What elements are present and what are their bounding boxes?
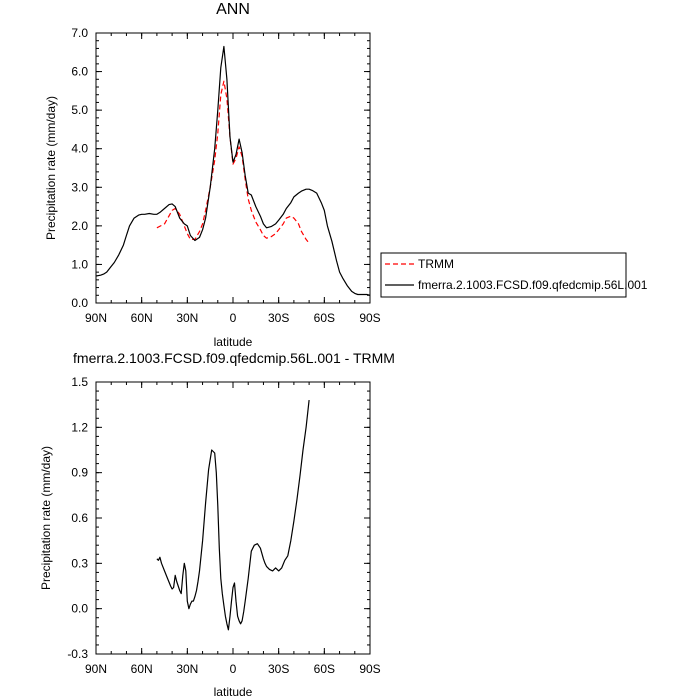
series-layer	[95, 45, 371, 296]
y-tick-label: 1.0	[71, 257, 88, 271]
legend-label-trmm: TRMM	[418, 257, 454, 271]
y-tick-label: 5.0	[71, 103, 88, 117]
series-layer	[156, 400, 310, 631]
x-tick-label: 30N	[176, 662, 198, 676]
x-axis: 90N 60N 30N 0 30S 60S 90S	[85, 33, 381, 325]
plot-frame	[95, 381, 371, 655]
y-axis-label: Precipitation rate (mm/day)	[39, 446, 53, 590]
y-tick-label: 0.0	[71, 296, 88, 310]
x-tick-label: 60S	[314, 662, 335, 676]
y-axis: 0.0 1.0 2.0 3.0 4.0 5.0 6.0 7.0	[71, 26, 370, 310]
x-tick-label: 90N	[85, 311, 107, 325]
series-line-0	[156, 400, 310, 631]
x-tick-label: 30S	[268, 662, 289, 676]
x-tick-label: 30N	[176, 311, 198, 325]
legend-label-model: fmerra.2.1003.FCSD.f09.qfedcmip.56L.001	[418, 278, 648, 292]
x-tick-label: 90S	[359, 311, 380, 325]
panel-difference: fmerra.2.1003.FCSD.f09.qfedcmip.56L.001 …	[39, 350, 395, 699]
y-tick-label: 4.0	[71, 142, 88, 156]
y-tick-label: -0.3	[67, 647, 88, 661]
y-tick-label: 0.3	[71, 556, 88, 570]
x-tick-label: 90S	[359, 662, 380, 676]
y-tick-label: 2.0	[71, 219, 88, 233]
plot-frame	[95, 32, 371, 304]
x-axis-label: latitude	[214, 685, 253, 699]
x-tick-label: 60N	[131, 311, 153, 325]
chart-title: ANN	[216, 1, 250, 18]
x-tick-label: 30S	[268, 311, 289, 325]
x-tick-label: 0	[230, 662, 237, 676]
y-tick-label: 0.9	[71, 466, 88, 480]
x-tick-label: 0	[230, 311, 237, 325]
y-tick-label: 0.0	[71, 602, 88, 616]
y-tick-label: 1.5	[71, 375, 88, 389]
y-tick-label: 1.2	[71, 420, 88, 434]
y-tick-label: 0.6	[71, 511, 88, 525]
x-tick-label: 60S	[314, 311, 335, 325]
y-tick-label: 6.0	[71, 65, 88, 79]
x-tick-label: 90N	[85, 662, 107, 676]
legend: TRMM fmerra.2.1003.FCSD.f09.qfedcmip.56L…	[380, 252, 648, 298]
x-axis-label: latitude	[214, 335, 253, 349]
x-tick-label: 60N	[131, 662, 153, 676]
legend-box	[380, 252, 627, 298]
series-line-1	[95, 45, 371, 296]
chart-title: fmerra.2.1003.FCSD.f09.qfedcmip.56L.001 …	[73, 350, 395, 366]
y-tick-label: 7.0	[71, 26, 88, 40]
y-axis-label: Precipitation rate (mm/day)	[44, 96, 58, 240]
series-line-0	[156, 80, 310, 244]
y-tick-label: 3.0	[71, 180, 88, 194]
y-axis: -0.3 0.0 0.3 0.6 0.9 1.2 1.5	[67, 375, 370, 661]
panel-annual-precip: ANN 90N 60N 30N 0 30S 60S 90S 0.0 1.0 2.0 3.0 4.0 5…	[44, 1, 648, 349]
x-axis: 90N 60N 30N 0 30S 60S 90S	[85, 382, 381, 676]
